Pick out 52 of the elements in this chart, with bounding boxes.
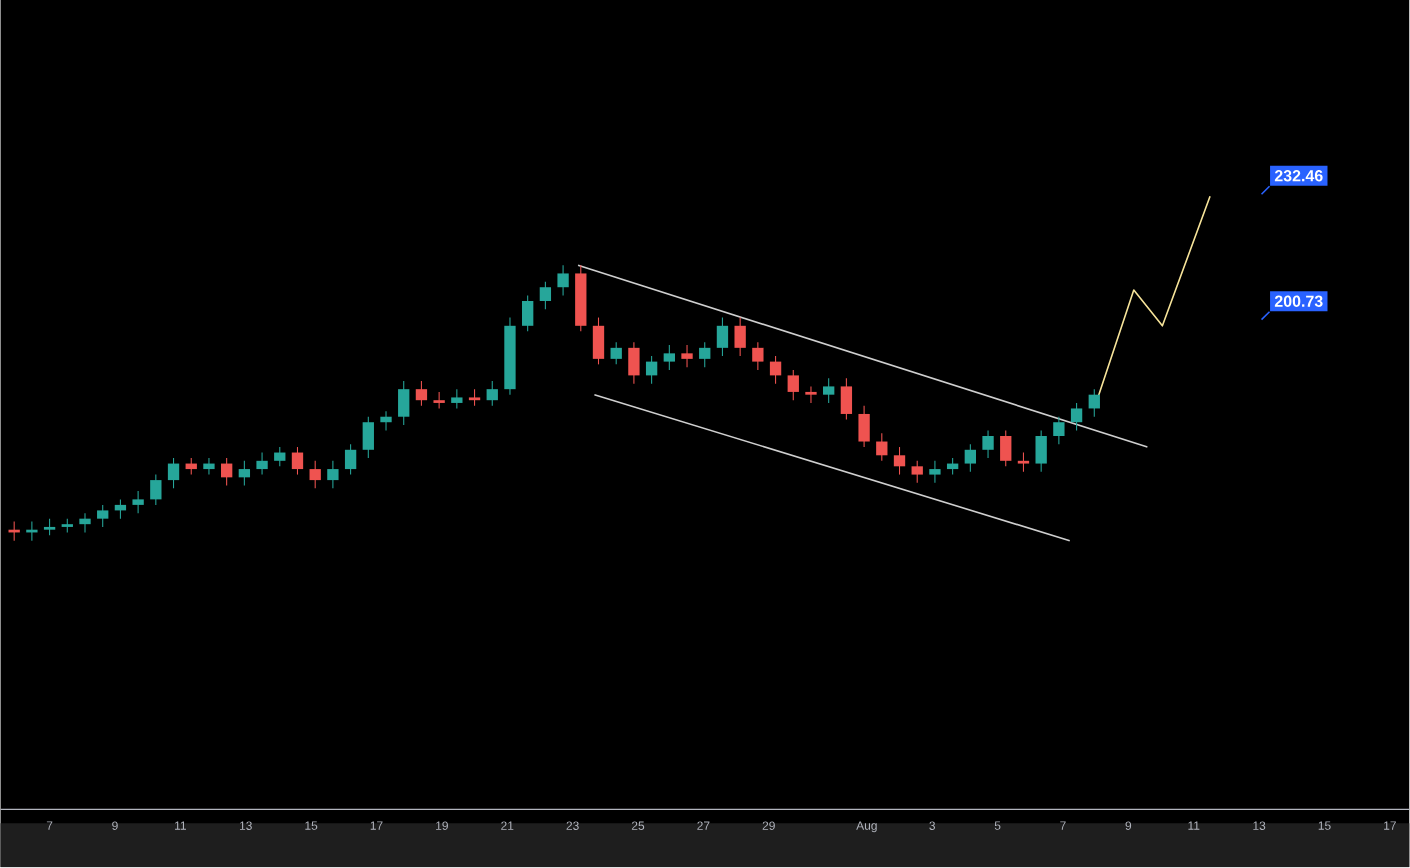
candlestick bbox=[858, 405, 870, 448]
candlestick bbox=[539, 281, 552, 311]
candlestick bbox=[893, 446, 906, 476]
candlestick bbox=[97, 504, 109, 528]
candlestick bbox=[982, 430, 994, 459]
candlestick bbox=[150, 474, 162, 506]
candlestick bbox=[911, 460, 923, 484]
candlestick bbox=[238, 460, 251, 487]
candlestick bbox=[327, 460, 339, 490]
candlestick bbox=[557, 264, 569, 297]
candlestick bbox=[681, 344, 693, 369]
candlestick bbox=[929, 460, 941, 484]
candlestick bbox=[398, 380, 410, 426]
candlestick bbox=[220, 457, 233, 487]
candlestick bbox=[362, 416, 374, 459]
candlestick bbox=[309, 460, 321, 490]
candlestick bbox=[734, 317, 746, 357]
candlestick bbox=[415, 380, 428, 407]
candlestick bbox=[840, 377, 853, 421]
candlestick bbox=[1035, 430, 1047, 473]
candlestick bbox=[699, 342, 711, 369]
candlestick bbox=[203, 457, 215, 476]
candlestick bbox=[1053, 416, 1065, 446]
candlestick bbox=[132, 490, 144, 515]
candlestick bbox=[486, 380, 498, 407]
candlestick bbox=[663, 344, 675, 371]
candlestick bbox=[291, 446, 304, 476]
candlestick bbox=[805, 386, 817, 404]
candlestick bbox=[645, 355, 658, 385]
candlestick bbox=[823, 377, 835, 404]
candlestick bbox=[1000, 430, 1012, 468]
candlestick bbox=[769, 355, 782, 385]
candlestick bbox=[1088, 388, 1100, 418]
candlestick bbox=[876, 433, 888, 462]
candlestick bbox=[1017, 452, 1030, 473]
candlestick bbox=[716, 317, 729, 357]
candlestick bbox=[433, 391, 445, 410]
candlestick bbox=[964, 444, 976, 473]
candlestick bbox=[592, 317, 605, 366]
candlestick bbox=[787, 369, 799, 402]
candlestick bbox=[1070, 402, 1083, 432]
candlestick bbox=[628, 342, 640, 385]
candlestick bbox=[610, 342, 622, 366]
candlestick bbox=[167, 457, 180, 490]
candlestick bbox=[380, 411, 392, 432]
candlestick bbox=[274, 446, 286, 468]
candlestick bbox=[256, 452, 268, 476]
candlestick bbox=[752, 342, 764, 371]
candlestick bbox=[522, 295, 534, 333]
candlestick bbox=[79, 512, 91, 534]
candlestick bbox=[451, 388, 463, 410]
candlestick bbox=[344, 444, 357, 476]
